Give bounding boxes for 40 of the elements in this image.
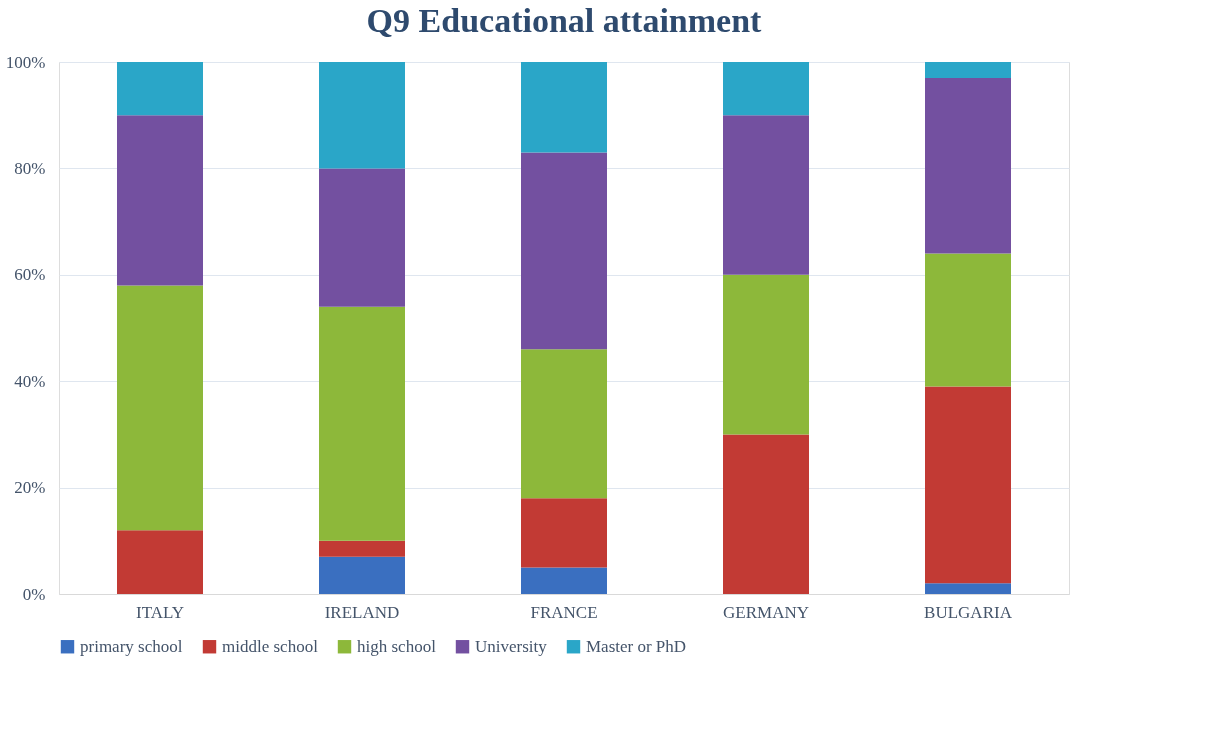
bar — [925, 583, 1011, 594]
bar — [925, 62, 1011, 78]
y-tick-label: 80% — [14, 158, 46, 178]
x-tick-label: BULGARIA — [924, 602, 1013, 622]
legend-label: University — [475, 636, 548, 656]
bar — [723, 115, 809, 275]
bar — [319, 62, 405, 169]
x-tick-label: FRANCE — [530, 602, 598, 622]
bar — [925, 386, 1011, 584]
bar — [117, 530, 203, 594]
bar — [117, 115, 203, 286]
bar — [521, 349, 607, 499]
y-tick-label: 40% — [14, 371, 46, 391]
y-tick-label: 0% — [22, 584, 46, 604]
bar — [319, 556, 405, 594]
bar — [521, 152, 607, 350]
bar — [117, 62, 203, 116]
bar — [319, 540, 405, 557]
legend-label: high school — [357, 636, 437, 656]
x-tick-label: IRELAND — [324, 602, 400, 622]
legend-label: primary school — [80, 636, 183, 656]
bar — [925, 77, 1011, 254]
x-tick-label: GERMANY — [723, 602, 809, 622]
bar — [117, 285, 203, 531]
legend-label: Master or PhD — [586, 636, 687, 656]
y-tick-label: 60% — [14, 265, 46, 285]
bar — [521, 498, 607, 568]
bar — [723, 62, 809, 116]
y-tick-label: 100% — [5, 52, 46, 72]
y-tick-label: 20% — [14, 478, 46, 498]
legend-label: middle school — [222, 636, 319, 656]
bar — [521, 567, 607, 594]
bar — [925, 253, 1011, 387]
x-tick-label: ITALY — [136, 602, 184, 622]
bar — [723, 434, 809, 594]
chart-title: Q9 Educational attainment — [366, 2, 763, 39]
bar — [319, 306, 405, 541]
bar — [521, 62, 607, 153]
bar — [319, 168, 405, 307]
bar — [723, 274, 809, 435]
